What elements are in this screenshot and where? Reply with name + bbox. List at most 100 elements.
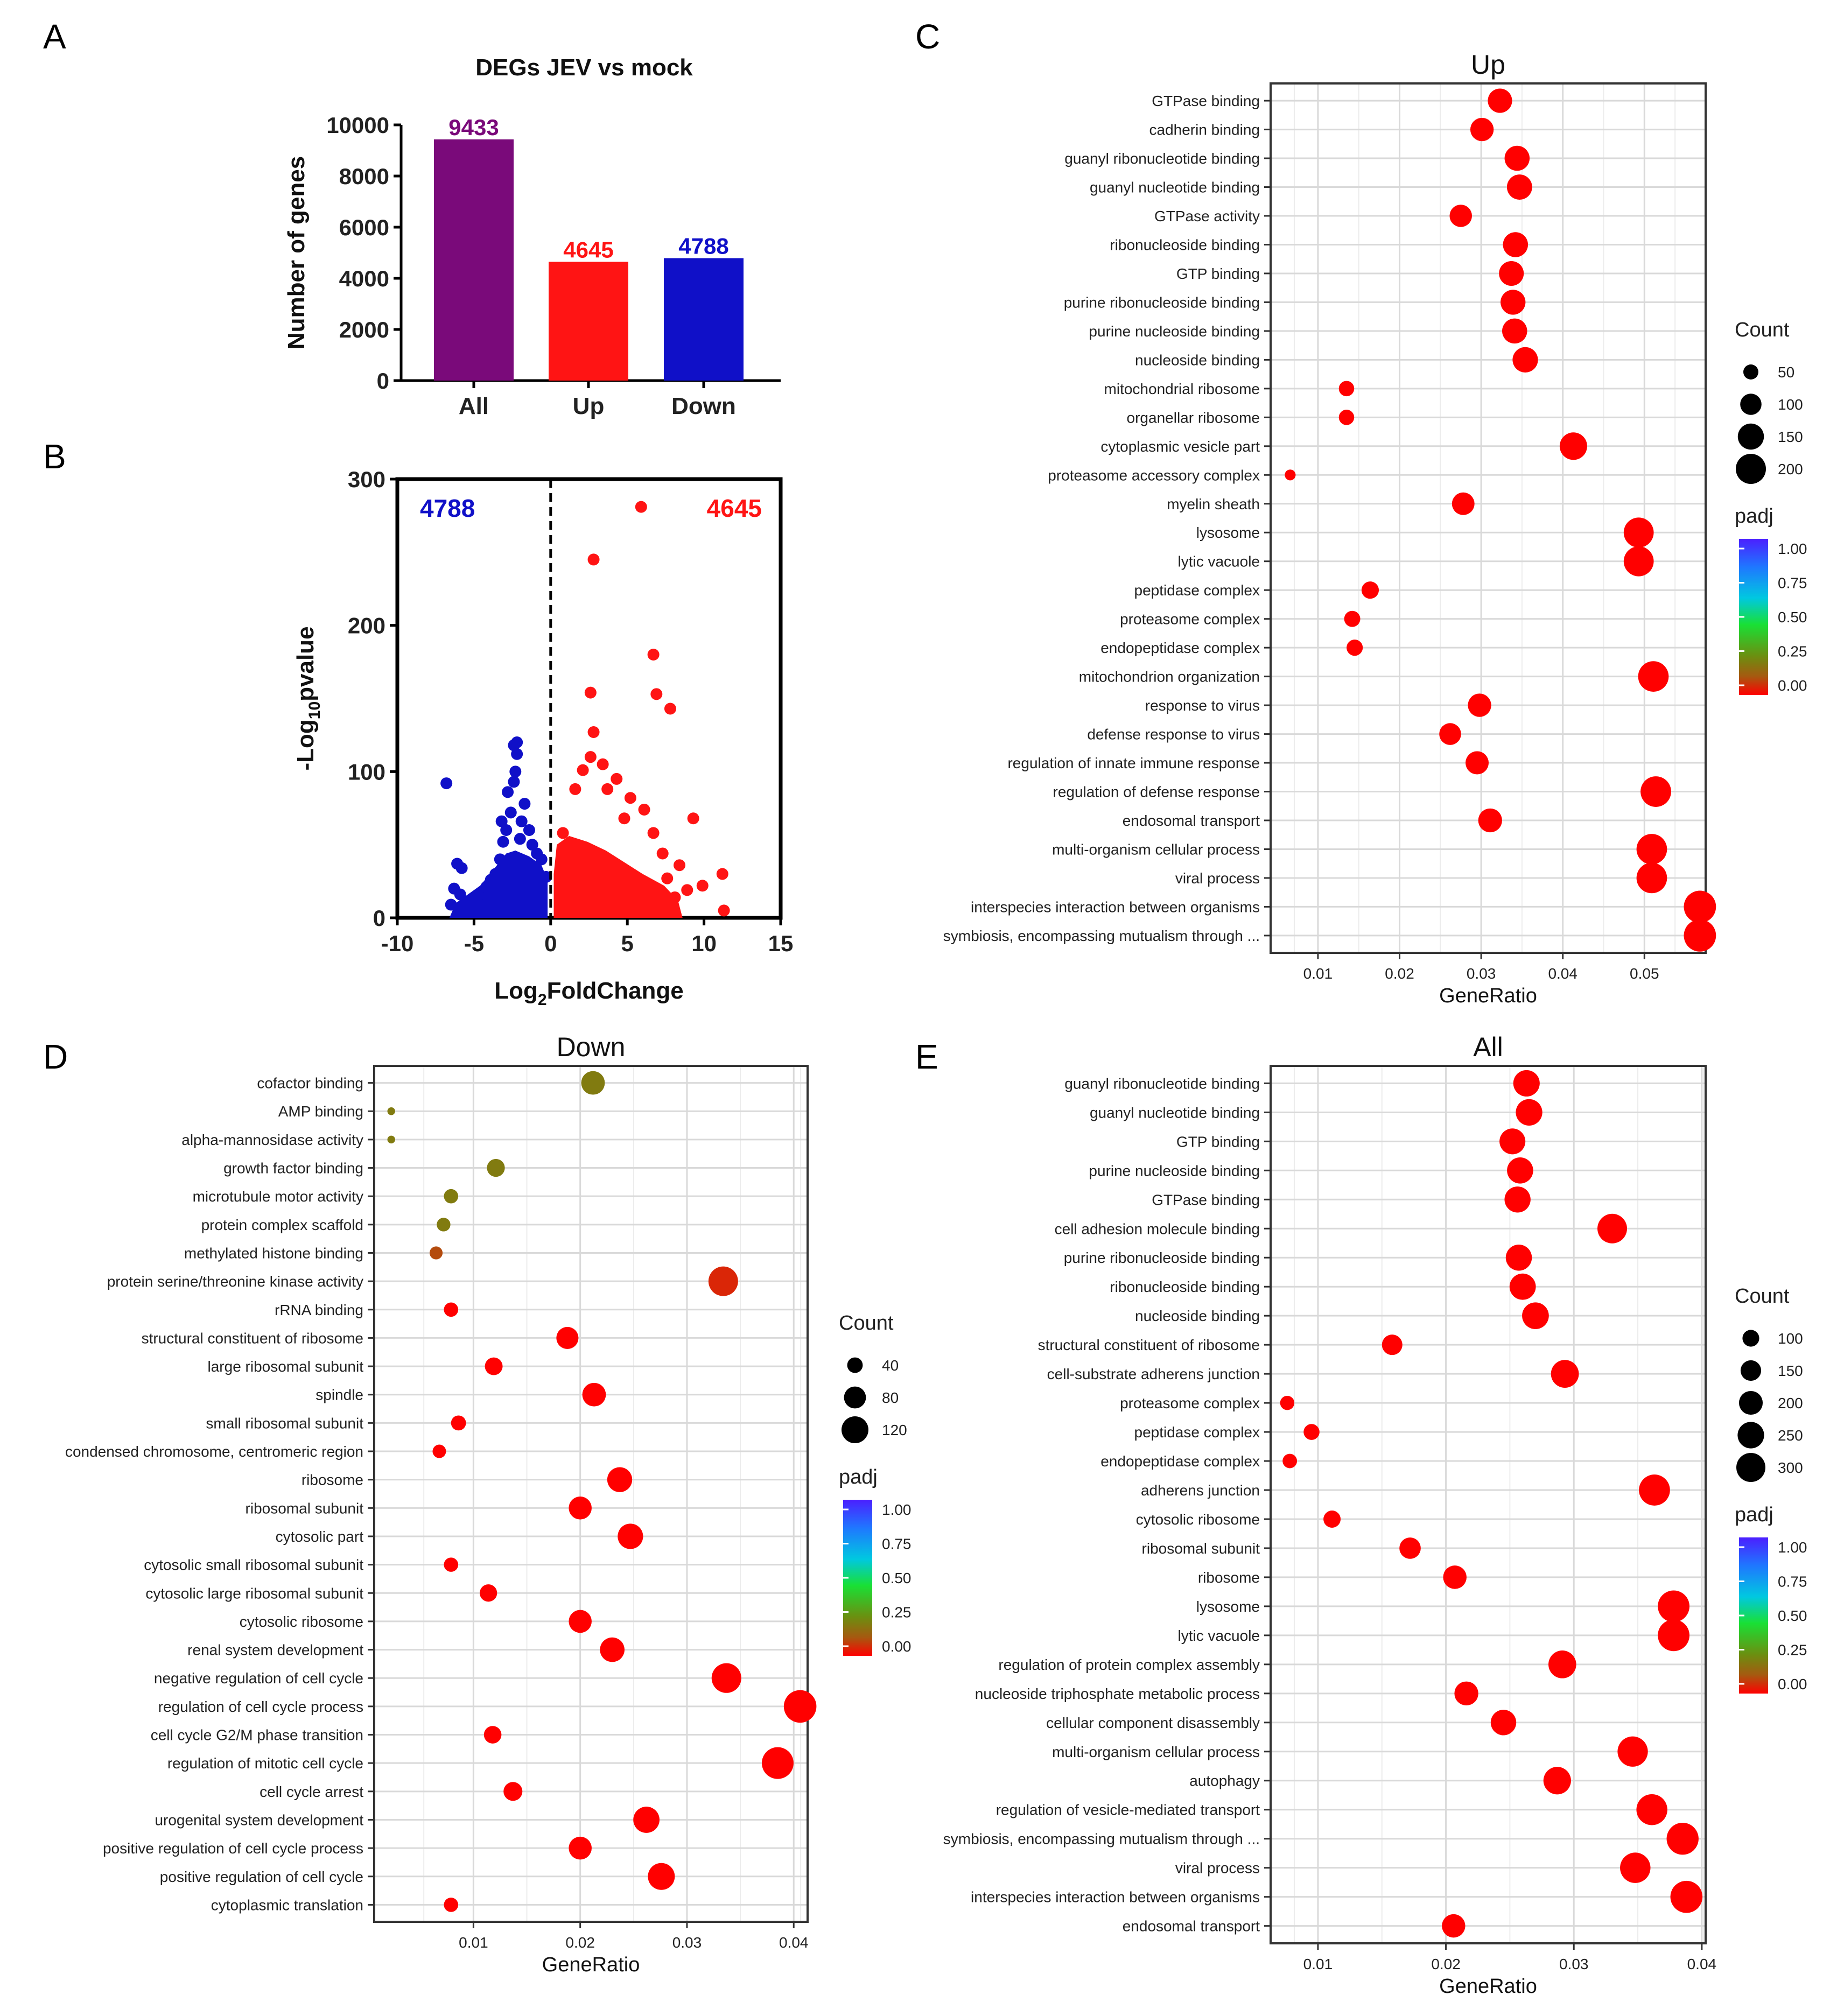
go-term-dot — [1442, 1914, 1466, 1938]
go-term-dot — [581, 1071, 605, 1095]
up-point — [687, 812, 699, 825]
go-term-dot — [1323, 1511, 1341, 1528]
panel-label-d: D — [43, 1037, 68, 1076]
color-legend-label: 1.00 — [1778, 540, 1807, 557]
up-point — [584, 686, 597, 699]
y-tick-label: 10000 — [326, 113, 389, 138]
up-point — [560, 894, 572, 907]
size-legend-label: 300 — [1778, 1459, 1803, 1476]
down-point — [497, 835, 509, 848]
down-count-label: 4788 — [420, 494, 475, 522]
go-term-label: purine nucleoside binding — [1089, 323, 1260, 340]
go-term-label: cadherin binding — [1149, 122, 1260, 138]
go-term-label: small ribosomal subunit — [206, 1415, 363, 1431]
go-term-dot — [1506, 174, 1532, 200]
go-term-dot — [1504, 1186, 1531, 1213]
x-axis-title-base: Log — [494, 978, 538, 1004]
color-legend-label: 0.50 — [882, 1570, 912, 1586]
y-tick-label: 100 — [348, 759, 385, 784]
down-point — [515, 815, 528, 827]
go-term-dot — [1623, 546, 1654, 577]
y-axis-title: -Log10pvalue — [292, 626, 324, 770]
up-point — [618, 812, 630, 825]
y-tick-label: 2000 — [339, 317, 389, 342]
go-term-label: protein serine/threonine kinase activity — [107, 1273, 363, 1290]
go-term-dot — [387, 1107, 395, 1115]
volcano-plot-panel: -10 -5 0 5 10 15 0 100 200 300 4788 4645 Log2FoldCha… — [292, 467, 793, 1009]
go-term-label: cell cycle G2/M phase transition — [151, 1727, 363, 1744]
up-point — [661, 872, 674, 884]
go-term-label: endopeptidase complex — [1100, 640, 1260, 656]
go-term-label: nucleoside binding — [1135, 352, 1260, 368]
color-legend-label: 0.00 — [1778, 677, 1807, 694]
color-legend-label: 0.75 — [882, 1536, 912, 1553]
x-tick-label: 15 — [768, 931, 794, 956]
go-term-dot — [1684, 890, 1716, 923]
size-legend-label: 40 — [882, 1357, 899, 1374]
size-legend-label: 150 — [1778, 429, 1803, 445]
go-term-dot — [487, 1158, 505, 1177]
go-term-dot — [1636, 1794, 1667, 1825]
up-point — [635, 501, 647, 513]
up-point — [587, 726, 600, 738]
x-tick-label: 0.01 — [459, 1934, 488, 1951]
go-term-dot — [648, 1863, 675, 1890]
size-legend-dot — [1743, 364, 1758, 380]
go-term-label: ribosomal subunit — [1142, 1540, 1260, 1557]
down-point — [502, 786, 514, 798]
go-term-label: positive regulation of cell cycle — [160, 1869, 363, 1885]
y-tick-label: 300 — [348, 467, 385, 492]
go-term-dot — [1516, 1099, 1542, 1126]
go-term-dot — [1543, 1767, 1571, 1795]
go-term-dot — [1466, 751, 1489, 775]
go-term-label: viral process — [1175, 870, 1260, 887]
color-legend-title: padj — [839, 1466, 878, 1488]
go-term-dot — [1512, 347, 1538, 373]
color-legend-label: 1.00 — [1778, 1539, 1807, 1556]
go-term-label: response to virus — [1145, 697, 1260, 714]
go-term-label: urogenital system development — [155, 1811, 363, 1828]
down-point — [509, 765, 522, 778]
panel-label-a: A — [43, 17, 66, 56]
go-term-label: lysosome — [1196, 524, 1260, 541]
go-term-dot — [1639, 1474, 1670, 1506]
down-point — [489, 868, 502, 880]
y-axis-title-rest: pvalue — [292, 626, 319, 701]
x-tick-label: 0.03 — [672, 1934, 702, 1951]
go-term-dot — [556, 1326, 579, 1349]
go-term-label: interspecies interaction between organis… — [971, 1889, 1260, 1906]
size-legend-dot — [1738, 1390, 1763, 1415]
panel-label-e: E — [915, 1037, 938, 1076]
x-tick-label: 0.02 — [565, 1934, 595, 1951]
down-point — [471, 891, 483, 903]
size-legend-title: Count — [1735, 1285, 1790, 1308]
go-term-label: mitochondrion organization — [1079, 669, 1260, 685]
go-term-label: renal system development — [187, 1642, 363, 1659]
bar-value-label: 9433 — [448, 115, 499, 140]
go-term-dot — [1597, 1213, 1628, 1244]
x-tick-label: 5 — [621, 931, 634, 956]
color-legend-title: padj — [1735, 505, 1773, 528]
go-term-label: nucleoside binding — [1135, 1308, 1260, 1324]
size-legend-dot — [1736, 1453, 1765, 1482]
size-legend-label: 100 — [1778, 396, 1803, 413]
size-legend-dot — [1740, 394, 1762, 415]
go-term-label: positive regulation of cell cycle proces… — [103, 1840, 363, 1857]
go-term-dot — [1505, 1244, 1532, 1271]
up-point — [718, 904, 730, 917]
go-term-label: endosomal transport — [1123, 812, 1260, 829]
go-term-label: autophagy — [1189, 1773, 1260, 1789]
up-point — [674, 859, 686, 872]
go-term-dot — [711, 1663, 741, 1693]
go-term-dot — [582, 1382, 606, 1407]
go-term-label: proteasome accessory complex — [1048, 467, 1260, 483]
go-term-dot — [483, 1726, 502, 1744]
down-point — [523, 824, 535, 836]
go-term-dot — [1468, 693, 1491, 717]
plot-frame — [1270, 82, 1707, 954]
go-term-label: proteasome complex — [1120, 1395, 1260, 1411]
go-term-dot — [387, 1135, 395, 1144]
go-term-label: endopeptidase complex — [1100, 1453, 1260, 1470]
go-term-label: ribosome — [302, 1472, 363, 1488]
